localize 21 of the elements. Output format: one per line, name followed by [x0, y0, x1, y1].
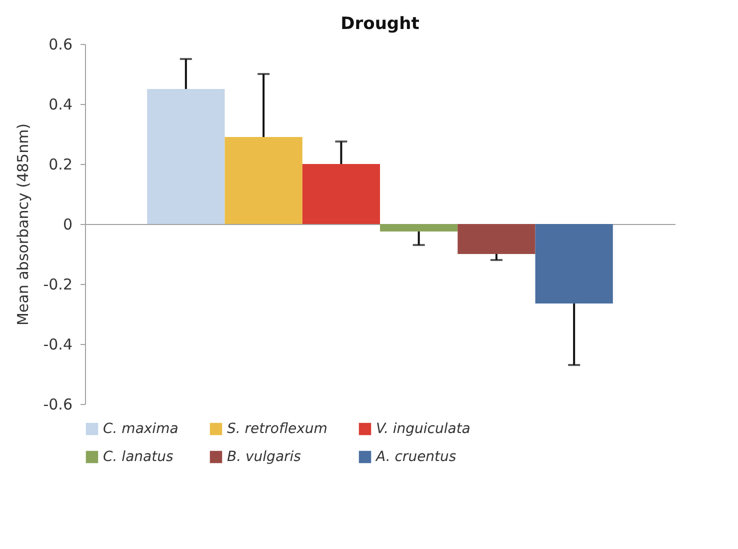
bar: [535, 224, 613, 304]
y-tick-label: -0.6: [43, 396, 72, 414]
bar: [458, 224, 536, 254]
y-tick-label: 0: [62, 216, 72, 234]
bar: [224, 137, 302, 224]
y-axis-title: Mean absorbancy (485nm): [14, 123, 32, 326]
y-tick-label: -0.4: [43, 336, 72, 354]
bar: [380, 224, 458, 232]
y-tick-label: -0.2: [43, 276, 72, 294]
chart-title: Drought: [340, 14, 420, 34]
legend-label: B. vulgaris: [227, 449, 301, 465]
y-tick-label: 0.6: [48, 36, 72, 54]
legend-label: A. cruentus: [375, 449, 456, 465]
legend-label: C. maxima: [103, 421, 178, 437]
legend-label: C. lanatus: [103, 449, 174, 465]
legend-label: V. inguiculata: [376, 421, 470, 437]
y-tick-label: 0.4: [48, 96, 72, 114]
bar: [302, 164, 380, 224]
legend-label: S. retroflexum: [227, 421, 328, 437]
y-tick-label: 0.2: [48, 156, 72, 174]
bar: [147, 89, 225, 224]
